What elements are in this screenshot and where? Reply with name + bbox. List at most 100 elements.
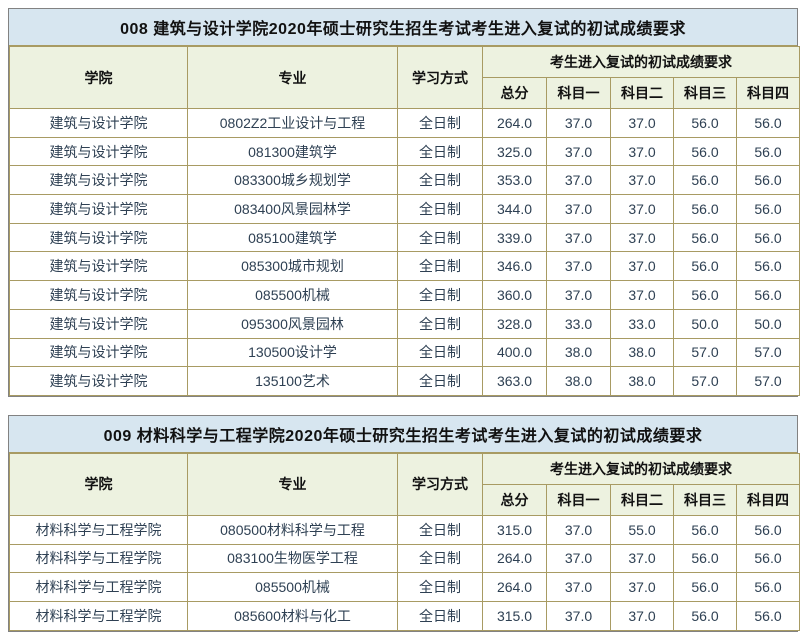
- table-body: 材料科学与工程学院 080500材料科学与工程 全日制 315.0 37.0 55.0 56…: [9, 514, 801, 631]
- cell-subject1: 37.0: [546, 251, 611, 282]
- cell-college: 建筑与设计学院: [9, 108, 188, 138]
- cell-total: 264.0: [482, 108, 547, 138]
- cell-subject3: 56.0: [673, 543, 737, 574]
- cell-total: 315.0: [482, 600, 547, 631]
- cell-total: 325.0: [482, 136, 547, 167]
- cell-college: 建筑与设计学院: [9, 366, 188, 396]
- cell-subject1: 38.0: [546, 337, 611, 368]
- header-subject3: 科目三: [673, 483, 737, 516]
- table-row: 建筑与设计学院 081300建筑学 全日制 325.0 37.0 37.0 56.0 56.0: [9, 136, 801, 167]
- cell-subject2: 38.0: [610, 337, 674, 368]
- cell-subject2: 37.0: [610, 280, 674, 310]
- table-row: 建筑与设计学院 083300城乡规划学 全日制 353.0 37.0 37.0 56.0 56…: [9, 165, 801, 196]
- cell-subject2: 37.0: [610, 108, 674, 138]
- cell-subject1: 37.0: [546, 600, 611, 631]
- cell-subject2: 37.0: [610, 165, 674, 196]
- table-row: 建筑与设计学院 085100建筑学 全日制 339.0 37.0 37.0 56.0 56.0: [9, 222, 801, 253]
- header-major: 专业: [187, 46, 398, 109]
- cell-subject4: 56.0: [735, 251, 801, 282]
- cell-subject3: 56.0: [673, 572, 737, 602]
- cell-subject4: 56.0: [735, 136, 801, 167]
- cell-total: 264.0: [482, 572, 547, 602]
- cell-major: 095300风景园林: [187, 308, 398, 339]
- cell-college: 建筑与设计学院: [9, 222, 188, 253]
- cell-subject1: 37.0: [546, 136, 611, 167]
- cell-subject1: 37.0: [546, 108, 611, 138]
- header-total: 总分: [482, 483, 547, 516]
- header-subject4: 科目四: [735, 77, 801, 109]
- cell-subject4: 56.0: [735, 600, 801, 631]
- cell-subject3: 56.0: [673, 280, 737, 310]
- cell-subject1: 37.0: [546, 543, 611, 574]
- cell-subject3: 50.0: [673, 308, 737, 339]
- cell-total: 346.0: [482, 251, 547, 282]
- cell-subject3: 57.0: [673, 366, 737, 396]
- table-row: 建筑与设计学院 095300风景园林 全日制 328.0 33.0 33.0 50.0 50.…: [9, 308, 801, 339]
- cell-subject2: 37.0: [610, 222, 674, 253]
- cell-subject2: 37.0: [610, 136, 674, 167]
- cell-subject4: 56.0: [735, 280, 801, 310]
- cell-college: 建筑与设计学院: [9, 337, 188, 368]
- cell-subject2: 38.0: [610, 366, 674, 396]
- cell-college: 材料科学与工程学院: [9, 600, 188, 631]
- cell-study-mode: 全日制: [397, 194, 483, 224]
- cell-subject4: 56.0: [735, 222, 801, 253]
- cell-subject4: 56.0: [735, 108, 801, 138]
- cell-major: 130500设计学: [187, 337, 398, 368]
- table-row: 建筑与设计学院 083400风景园林学 全日制 344.0 37.0 37.0 56.0 56…: [9, 194, 801, 224]
- cell-major: 085500机械: [187, 280, 398, 310]
- header-subject2: 科目二: [610, 77, 674, 109]
- cell-total: 328.0: [482, 308, 547, 339]
- cell-subject2: 55.0: [610, 514, 674, 545]
- table-row: 材料科学与工程学院 085600材料与化工 全日制 315.0 37.0 37.0 56.0…: [9, 600, 801, 631]
- header-college: 学院: [9, 46, 188, 109]
- cell-total: 315.0: [482, 514, 547, 545]
- cell-total: 360.0: [482, 280, 547, 310]
- cell-major: 085100建筑学: [187, 222, 398, 253]
- table-title: 009 材料科学与工程学院2020年硕士研究生招生考试考生进入复试的初试成绩要求: [9, 415, 797, 453]
- cell-subject4: 57.0: [735, 366, 801, 396]
- cell-subject1: 37.0: [546, 165, 611, 196]
- cell-study-mode: 全日制: [397, 222, 483, 253]
- cell-major: 080500材料科学与工程: [187, 514, 398, 545]
- cell-total: 363.0: [482, 366, 547, 396]
- header-study-mode: 学习方式: [397, 46, 483, 109]
- cell-college: 建筑与设计学院: [9, 251, 188, 282]
- cell-subject4: 56.0: [735, 543, 801, 574]
- cell-subject1: 33.0: [546, 308, 611, 339]
- cell-subject2: 37.0: [610, 543, 674, 574]
- cell-college: 建筑与设计学院: [9, 194, 188, 224]
- cell-major: 085600材料与化工: [187, 600, 398, 631]
- cell-major: 083300城乡规划学: [187, 165, 398, 196]
- cell-subject1: 37.0: [546, 194, 611, 224]
- cell-college: 建筑与设计学院: [9, 280, 188, 310]
- score-grid: 学院 专业 学习方式 考生进入复试的初试成绩要求 总分 科目一 科目二 科目三 …: [9, 46, 801, 396]
- cell-major: 083100生物医学工程: [187, 543, 398, 574]
- cell-study-mode: 全日制: [397, 280, 483, 310]
- cell-total: 353.0: [482, 165, 547, 196]
- cell-subject3: 56.0: [673, 251, 737, 282]
- cell-major: 083400风景园林学: [187, 194, 398, 224]
- cell-total: 344.0: [482, 194, 547, 224]
- table-row: 建筑与设计学院 135100艺术 全日制 363.0 38.0 38.0 57.0 57.0: [9, 366, 801, 396]
- cell-major: 135100艺术: [187, 366, 398, 396]
- cell-major: 085500机械: [187, 572, 398, 602]
- table-body: 建筑与设计学院 0802Z2工业设计与工程 全日制 264.0 37.0 37.0 56.0…: [9, 108, 801, 396]
- cell-subject4: 56.0: [735, 572, 801, 602]
- cell-subject1: 37.0: [546, 514, 611, 545]
- table-row: 建筑与设计学院 130500设计学 全日制 400.0 38.0 38.0 57.0 57.0: [9, 337, 801, 368]
- cell-college: 建筑与设计学院: [9, 165, 188, 196]
- cell-study-mode: 全日制: [397, 251, 483, 282]
- table-row: 材料科学与工程学院 083100生物医学工程 全日制 264.0 37.0 37.0 56.…: [9, 543, 801, 574]
- cell-subject3: 56.0: [673, 222, 737, 253]
- cell-subject1: 37.0: [546, 222, 611, 253]
- cell-college: 材料科学与工程学院: [9, 572, 188, 602]
- header-subject2: 科目二: [610, 483, 674, 516]
- cell-subject1: 37.0: [546, 280, 611, 310]
- cell-study-mode: 全日制: [397, 108, 483, 138]
- cell-subject3: 56.0: [673, 514, 737, 545]
- table-row: 建筑与设计学院 0802Z2工业设计与工程 全日制 264.0 37.0 37.0 56.0…: [9, 108, 801, 138]
- cell-study-mode: 全日制: [397, 165, 483, 196]
- cell-study-mode: 全日制: [397, 136, 483, 167]
